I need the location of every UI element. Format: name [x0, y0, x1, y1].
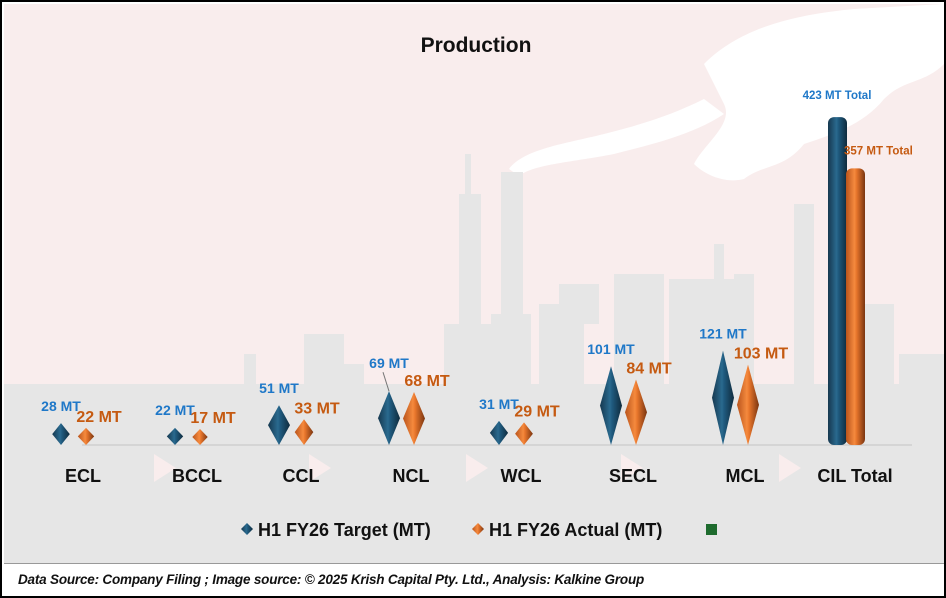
actual-mark [515, 422, 533, 445]
actual-data-label: 29 MT [514, 403, 560, 420]
target-mark [52, 423, 70, 445]
actual-mark [294, 419, 314, 445]
target-data-label: 121 MT [699, 326, 747, 342]
actual-data-label: 103 MT [734, 346, 788, 363]
target-mark [489, 420, 509, 445]
category-label: CIL Total [817, 466, 892, 486]
category-label: SECL [609, 466, 657, 486]
smoke-plume [509, 99, 724, 176]
actual-mark [403, 391, 425, 445]
actual-mark [192, 429, 208, 445]
target-total-label: 423 MT Total [803, 90, 872, 102]
leader-line [382, 372, 390, 392]
target-data-label: 31 MT [479, 396, 519, 412]
target-data-label: 51 MT [259, 380, 299, 396]
legend-marker-target [241, 523, 253, 535]
factory-silhouette [4, 154, 944, 434]
legend-item-target[interactable]: H1 FY26 Target (MT) [241, 520, 431, 540]
chart-area: Production 28 MT 22 MT ECL 22 MT 17 MT BCCL 51… [4, 4, 944, 564]
target-mark [166, 427, 184, 445]
chart-title: Production [421, 34, 532, 57]
legend-marker-actual [472, 523, 484, 535]
actual-mark [77, 427, 95, 445]
target-data-label: 101 MT [587, 341, 635, 357]
actual-total-bar [846, 168, 865, 445]
legend-label-target: H1 FY26 Target (MT) [258, 520, 431, 540]
actual-total-label: 357 MT Total [844, 145, 913, 157]
category-label: WCL [501, 466, 542, 486]
target-mark [712, 350, 734, 445]
actual-mark [625, 379, 647, 445]
actual-mark [737, 364, 759, 445]
legend-label-actual: H1 FY26 Actual (MT) [489, 520, 662, 540]
target-mark [378, 391, 400, 445]
legend-item-extra[interactable] [706, 524, 717, 535]
target-mark [600, 366, 622, 445]
source-footer: Data Source: Company Filing ; Image sour… [18, 572, 645, 587]
target-data-label: 28 MT [41, 398, 81, 414]
category-label: MCL [726, 466, 765, 486]
actual-data-label: 17 MT [190, 410, 236, 427]
category-label: ECL [65, 466, 101, 486]
category-label: CCL [283, 466, 320, 486]
background-illustration [4, 4, 944, 482]
legend-item-actual[interactable]: H1 FY26 Actual (MT) [472, 520, 662, 540]
legend-marker-extra [706, 524, 717, 535]
target-mark [268, 405, 290, 445]
smoke-cloud [694, 4, 944, 181]
actual-data-label: 22 MT [76, 409, 122, 426]
actual-data-label: 84 MT [626, 360, 672, 377]
category-label: NCL [393, 466, 430, 486]
target-data-label: 22 MT [155, 402, 195, 418]
actual-data-label: 33 MT [294, 400, 340, 417]
category-label: BCCL [172, 466, 222, 486]
legend: H1 FY26 Target (MT) H1 FY26 Actual (MT) [241, 520, 717, 540]
actual-data-label: 68 MT [404, 373, 450, 390]
target-data-label: 69 MT [369, 355, 409, 371]
separator-arrows [154, 454, 801, 482]
target-total-bar [828, 117, 847, 446]
